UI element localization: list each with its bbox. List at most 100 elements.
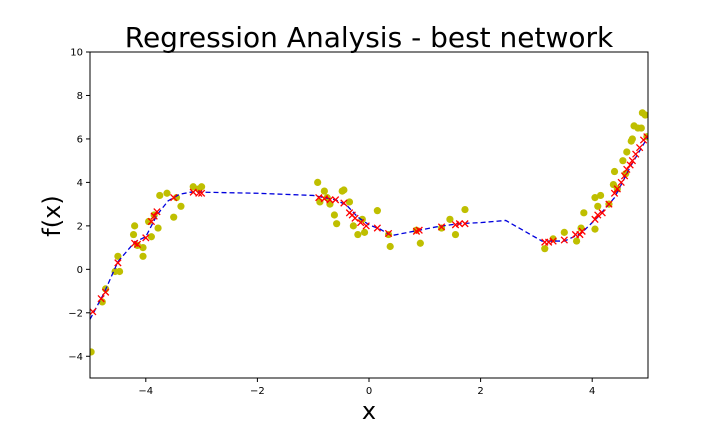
prediction-marker — [315, 193, 323, 202]
data-point — [330, 211, 339, 219]
data-point — [572, 237, 581, 245]
prediction-marker — [320, 195, 329, 203]
prediction-marker — [142, 234, 150, 242]
data-point — [386, 242, 394, 251]
prediction-marker — [626, 161, 634, 169]
prediction-marker — [620, 172, 629, 180]
prediction-marker — [628, 157, 637, 165]
data-point — [163, 189, 171, 197]
x-axis-label: x — [362, 397, 376, 425]
prediction-marker — [170, 193, 178, 202]
data-point — [129, 230, 138, 239]
prediction-marker — [101, 288, 110, 296]
data-point — [358, 215, 366, 223]
prediction-marker — [545, 238, 553, 246]
x-tick-label: 0 — [366, 386, 372, 397]
prediction-marker — [635, 143, 644, 152]
prediction-marker — [384, 229, 393, 238]
x-tick-label: −2 — [250, 386, 265, 397]
prediction-marker — [576, 230, 584, 239]
prediction-marker — [351, 214, 359, 222]
data-point — [610, 167, 619, 176]
y-tick-label: 8 — [77, 91, 83, 102]
marks-group — [90, 109, 648, 356]
plot-area: −4 −2 0 2 4 −4 −2 0 2 4 6 8 10 — [68, 48, 649, 397]
x-tick-label: −4 — [138, 386, 153, 397]
data-point — [90, 348, 95, 356]
prediction-marker — [632, 150, 640, 158]
data-point — [619, 157, 627, 165]
prediction-marker — [153, 208, 161, 216]
prediction-marker — [326, 196, 334, 204]
prediction-marker — [362, 222, 370, 230]
data-point — [320, 187, 328, 195]
data-point — [580, 209, 588, 217]
data-point — [114, 252, 122, 260]
prediction-line — [90, 136, 648, 320]
prediction-marker — [90, 308, 97, 316]
prediction-marker — [623, 165, 631, 174]
prediction-marker — [114, 259, 122, 267]
prediction-marker — [598, 209, 606, 217]
data-point — [139, 244, 147, 252]
prediction-marker — [643, 133, 648, 141]
prediction-marker — [578, 227, 586, 235]
data-point — [147, 233, 155, 241]
data-point — [139, 252, 147, 260]
data-point — [154, 224, 162, 232]
data-point — [594, 202, 602, 210]
prediction-marker — [455, 220, 464, 228]
data-point — [637, 124, 645, 132]
data-point — [345, 198, 354, 206]
data-point — [314, 178, 322, 186]
data-point — [461, 205, 469, 214]
data-point — [177, 202, 185, 210]
chart-title: Regression Analysis - best network — [125, 21, 614, 54]
prediction-marker — [189, 188, 197, 196]
y-tick-label: 2 — [77, 221, 83, 232]
data-point — [560, 228, 568, 236]
prediction-marker — [437, 223, 446, 231]
prediction-marker — [147, 217, 156, 226]
prediction-marker — [415, 226, 423, 234]
y-tick-label: 10 — [70, 48, 83, 59]
prediction-marker — [613, 185, 621, 193]
data-point — [541, 245, 549, 253]
data-point — [451, 230, 460, 239]
prediction-marker — [605, 200, 613, 208]
data-point — [446, 215, 454, 223]
data-point — [115, 267, 124, 276]
data-point — [373, 207, 381, 215]
data-point — [198, 183, 206, 191]
data-point — [591, 194, 599, 202]
data-point — [156, 191, 164, 200]
data-point — [189, 183, 197, 191]
y-tick-label: −2 — [68, 308, 83, 319]
data-point — [340, 186, 348, 194]
prediction-marker — [610, 189, 619, 197]
prediction-marker — [340, 199, 348, 207]
prediction-marker — [195, 189, 203, 197]
data-point — [641, 111, 648, 119]
y-tick-label: 0 — [77, 265, 83, 276]
data-point — [349, 222, 357, 230]
prediction-marker — [549, 237, 557, 245]
x-tick-label: 2 — [477, 386, 483, 397]
data-point — [131, 222, 139, 230]
data-point — [354, 230, 362, 239]
prediction-marker — [373, 224, 382, 232]
prediction-marker — [594, 211, 602, 219]
prediction-marker — [197, 189, 206, 197]
prediction-marker — [356, 218, 365, 227]
data-point — [360, 228, 369, 236]
y-tick-label: 4 — [77, 178, 83, 189]
prediction-marker — [461, 220, 469, 228]
prediction-marker — [591, 215, 599, 224]
prediction-marker — [97, 295, 105, 303]
data-point — [170, 213, 178, 221]
y-tick-label: −4 — [68, 352, 83, 363]
data-point — [333, 220, 341, 228]
data-point — [596, 191, 605, 200]
prediction-marker — [133, 240, 142, 248]
